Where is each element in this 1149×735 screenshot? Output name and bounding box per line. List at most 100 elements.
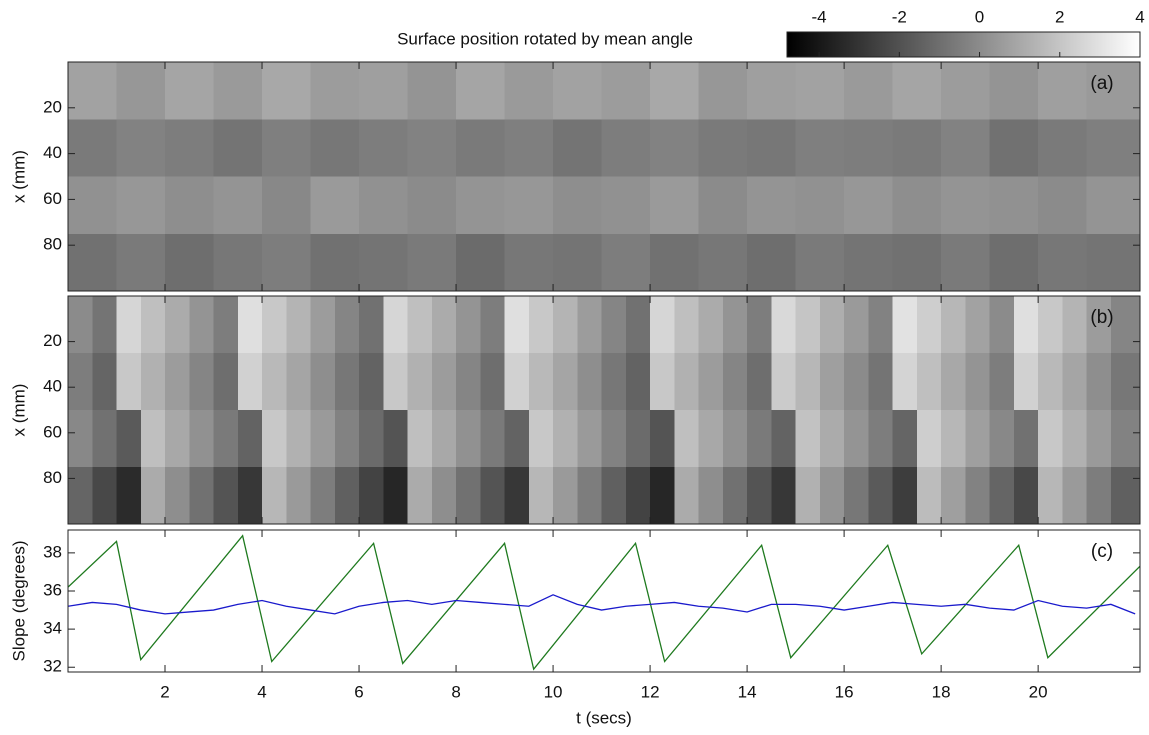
heatmap-cell bbox=[504, 467, 530, 524]
heatmap-cell bbox=[359, 233, 409, 291]
heatmap-cell bbox=[68, 353, 93, 411]
heatmap-cell bbox=[601, 62, 651, 120]
heatmap-cell bbox=[407, 62, 457, 120]
heatmap-cell bbox=[262, 296, 287, 354]
heatmap-cell bbox=[553, 296, 578, 354]
heatmap-cell bbox=[480, 353, 506, 411]
heatmap-cell bbox=[577, 410, 603, 468]
heatmap-cell bbox=[456, 176, 506, 235]
heatmap-cell bbox=[480, 296, 506, 354]
heatmap-cell bbox=[722, 467, 748, 524]
heatmap-cell bbox=[1086, 410, 1112, 468]
heatmap-cell bbox=[989, 119, 1039, 177]
heatmap-cell bbox=[819, 353, 845, 411]
heatmap-cell bbox=[941, 296, 966, 354]
heatmap-cell bbox=[1038, 233, 1088, 291]
heatmap-cell bbox=[165, 410, 190, 468]
heatmap-cell bbox=[1062, 467, 1088, 524]
heatmap-cell bbox=[431, 296, 457, 354]
heatmap-cell bbox=[213, 296, 239, 354]
heatmap-cell bbox=[480, 410, 506, 468]
heatmap-cell bbox=[844, 233, 894, 291]
panel-label: (b) bbox=[1090, 307, 1113, 328]
heatmap-cell bbox=[407, 410, 433, 468]
heatmap-cell bbox=[844, 176, 894, 235]
heatmap-cell bbox=[553, 467, 578, 524]
heatmap-cell bbox=[68, 467, 93, 524]
panel-label: (c) bbox=[1091, 541, 1113, 562]
heatmap-cell bbox=[1013, 353, 1039, 411]
heatmap-cell bbox=[795, 467, 821, 524]
heatmap-cell bbox=[989, 467, 1015, 524]
plot-area bbox=[68, 296, 1140, 524]
heatmap-cell bbox=[310, 62, 360, 120]
colorbar-tick-label: -2 bbox=[892, 7, 907, 26]
y-tick-label: 60 bbox=[43, 189, 62, 208]
plot-frame bbox=[67, 529, 1141, 673]
plot-frame bbox=[67, 295, 1141, 525]
heatmap-cell bbox=[819, 410, 845, 468]
y-tick-label: 40 bbox=[43, 143, 62, 162]
heatmap-cell bbox=[213, 467, 239, 524]
heatmap-cell bbox=[1038, 62, 1088, 120]
heatmap-cell bbox=[237, 410, 263, 468]
heatmap-cell bbox=[747, 176, 797, 235]
heatmap-cell bbox=[116, 62, 166, 120]
heatmap-cell bbox=[941, 119, 991, 177]
heatmap-cell bbox=[92, 353, 118, 411]
heatmap-cell bbox=[116, 353, 142, 411]
heatmap-cell bbox=[601, 233, 651, 291]
heatmap-cell bbox=[650, 176, 700, 235]
heatmap-cell bbox=[189, 353, 215, 411]
heatmap-cell bbox=[771, 296, 797, 354]
heatmap-cell bbox=[965, 296, 991, 354]
heatmap-cell bbox=[456, 410, 481, 468]
heatmap-cell bbox=[140, 296, 166, 354]
heatmap-cell bbox=[916, 467, 942, 524]
heatmap-cell bbox=[698, 62, 748, 120]
y-tick-label: 80 bbox=[43, 235, 62, 254]
heatmap-cell bbox=[577, 353, 603, 411]
heatmap-cell bbox=[1013, 410, 1039, 468]
heatmap-cell bbox=[213, 353, 239, 411]
heatmap-cell bbox=[262, 119, 312, 177]
heatmap-cell bbox=[407, 176, 457, 235]
heatmap-cell bbox=[504, 353, 530, 411]
heatmap-cell bbox=[116, 410, 142, 468]
heatmap-cell bbox=[747, 233, 797, 291]
heatmap-cell bbox=[262, 353, 287, 411]
heatmap-cell bbox=[359, 119, 409, 177]
heatmap-cell bbox=[237, 467, 263, 524]
heatmap-cell bbox=[480, 467, 506, 524]
heatmap-cell bbox=[698, 410, 724, 468]
heatmap-cell bbox=[213, 119, 263, 177]
heatmap-cell bbox=[1013, 296, 1039, 354]
colorbar-tick-label: -4 bbox=[812, 7, 827, 26]
heatmap-cell bbox=[286, 467, 312, 524]
heatmap-cell bbox=[674, 467, 700, 524]
heatmap-cell bbox=[116, 296, 142, 354]
heatmap-cell bbox=[844, 119, 894, 177]
heatmap-cell bbox=[1038, 296, 1063, 354]
heatmap-cell bbox=[795, 296, 821, 354]
heatmap-cell bbox=[601, 467, 627, 524]
heatmap-cell bbox=[92, 467, 118, 524]
heatmap-cell bbox=[165, 119, 215, 177]
heatmap-cell bbox=[795, 410, 821, 468]
plot-area bbox=[68, 62, 1140, 291]
heatmap-cell bbox=[819, 467, 845, 524]
heatmap-cell bbox=[844, 467, 869, 524]
y-tick-label: 38 bbox=[43, 542, 62, 561]
heatmap-cell bbox=[528, 467, 554, 524]
y-tick-label: 36 bbox=[43, 580, 62, 599]
heatmap-cell bbox=[383, 410, 409, 468]
heatmap-cell bbox=[68, 233, 118, 291]
heatmap-cell bbox=[456, 353, 481, 411]
heatmap-cell bbox=[625, 467, 651, 524]
heatmap-cell bbox=[310, 353, 336, 411]
heatmap-cell bbox=[310, 410, 336, 468]
heatmap-cell bbox=[650, 410, 675, 468]
heatmap-cell bbox=[68, 296, 93, 354]
heatmap-cell bbox=[1038, 353, 1063, 411]
